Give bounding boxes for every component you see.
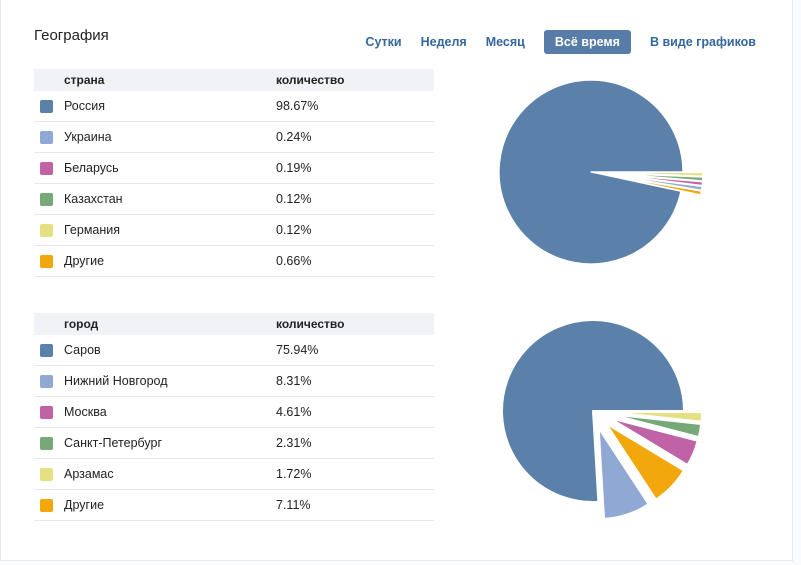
period-tabs: Сутки Неделя Месяц Всё время В виде граф…	[365, 30, 756, 54]
color-swatch	[40, 223, 53, 237]
row-label: Германия	[64, 223, 121, 237]
row-label: Казахстан	[64, 192, 123, 206]
row-label: Санкт-Петербург	[64, 436, 163, 450]
row-value: 1.72%	[276, 467, 312, 481]
header-cell-country: страна	[64, 73, 105, 87]
color-swatch	[40, 436, 53, 450]
row-label: Украина	[64, 130, 112, 144]
pie-slice-0	[501, 319, 685, 503]
row-value: 2.31%	[276, 436, 312, 450]
row-label: Другие	[64, 498, 105, 512]
row-label: Саров	[64, 343, 101, 357]
row-value: 0.12%	[276, 223, 312, 237]
pie-slice-2	[608, 416, 699, 466]
row-value: 98.67%	[276, 99, 319, 113]
pie-slice-3	[609, 413, 703, 439]
table-row: Москва 4.61%	[34, 397, 434, 428]
pie-slice-1	[610, 174, 703, 191]
color-swatch	[40, 192, 53, 206]
row-label: Россия	[64, 99, 105, 113]
color-swatch	[40, 161, 53, 175]
pie-slice-5	[604, 422, 685, 501]
tab-day[interactable]: Сутки	[365, 35, 402, 49]
row-label: Беларусь	[64, 161, 119, 175]
country-table: страна количество Россия 98.67% Украина …	[34, 69, 434, 277]
color-swatch	[40, 374, 53, 388]
tab-month[interactable]: Месяц	[485, 35, 525, 49]
pie-slice-3	[610, 172, 704, 182]
city-pie-chart	[501, 319, 703, 520]
table-row: Нижний Новгород 8.31%	[34, 366, 434, 397]
city-table: город количество Саров 75.94% Нижний Нов…	[34, 313, 434, 521]
table-row: Беларусь 0.19%	[34, 153, 434, 184]
color-swatch	[40, 343, 53, 357]
pie-slice-4	[609, 410, 703, 423]
city-table-header: город количество	[34, 313, 434, 335]
table-row: Германия 0.12%	[34, 215, 434, 246]
table-row: Другие 7.11%	[34, 490, 434, 521]
country-pie-chart	[498, 79, 704, 265]
link-graph-view[interactable]: В виде графиков	[649, 35, 756, 49]
pie-slice-1	[597, 427, 650, 520]
page-title: География	[34, 27, 109, 44]
table-row: Саров 75.94%	[34, 335, 434, 366]
row-value: 0.19%	[276, 161, 312, 175]
row-value: 0.12%	[276, 192, 312, 206]
header-cell-city: город	[64, 317, 99, 331]
row-value: 4.61%	[276, 405, 312, 419]
table-row: Россия 98.67%	[34, 91, 434, 122]
table-row: Арзамас 1.72%	[34, 459, 434, 490]
table-row: Украина 0.24%	[34, 122, 434, 153]
header-cell-amount: количество	[276, 317, 345, 331]
tab-week[interactable]: Неделя	[420, 35, 467, 49]
color-swatch	[40, 405, 53, 419]
table-row: Казахстан 0.12%	[34, 184, 434, 215]
row-label: Другие	[64, 254, 105, 268]
table-row: Другие 0.66%	[34, 246, 434, 277]
row-label: Арзамас	[64, 467, 114, 481]
pie-slice-5	[609, 175, 703, 196]
color-swatch	[40, 99, 53, 113]
tab-all-time[interactable]: Всё время	[543, 30, 631, 54]
pie-slice-0	[498, 79, 684, 265]
color-swatch	[40, 254, 53, 268]
row-value: 0.66%	[276, 254, 312, 268]
color-swatch	[40, 467, 53, 481]
row-label: Нижний Новгород	[64, 374, 168, 388]
color-swatch	[40, 498, 53, 512]
country-table-header: страна количество	[34, 69, 434, 91]
pie-slice-2	[610, 173, 704, 187]
row-label: Москва	[64, 405, 107, 419]
pie-slice-4	[610, 171, 704, 177]
row-value: 8.31%	[276, 374, 312, 388]
row-value: 0.24%	[276, 130, 312, 144]
color-swatch	[40, 130, 53, 144]
row-value: 75.94%	[276, 343, 319, 357]
header-cell-amount: количество	[276, 73, 345, 87]
row-value: 7.11%	[276, 498, 311, 512]
table-row: Санкт-Петербург 2.31%	[34, 428, 434, 459]
